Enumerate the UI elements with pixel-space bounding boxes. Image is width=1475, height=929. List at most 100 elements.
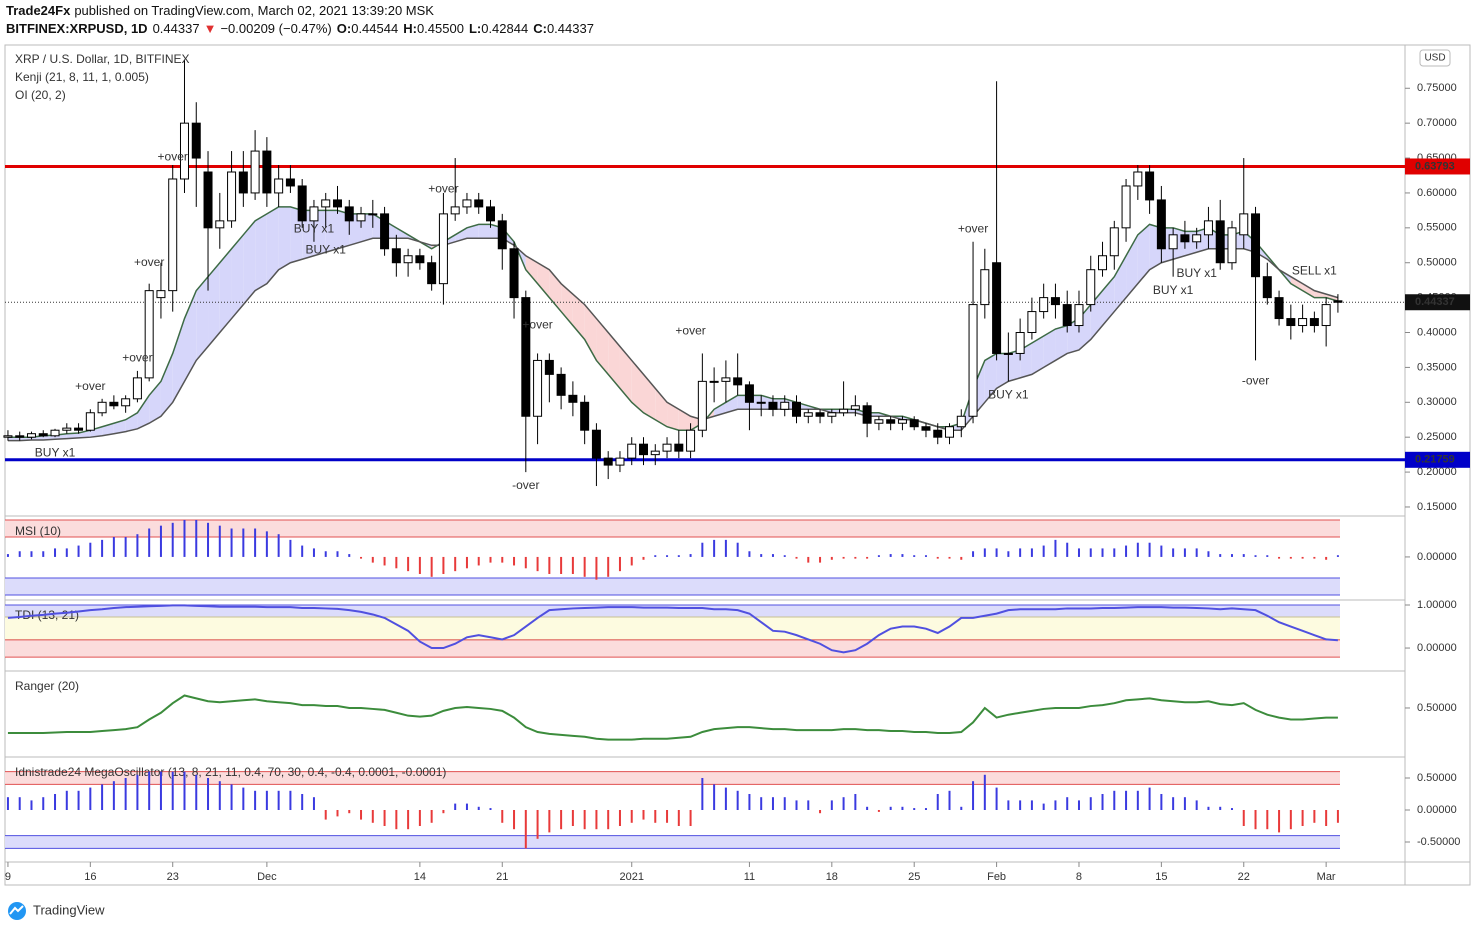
candle-body bbox=[803, 412, 813, 417]
hist-bar bbox=[6, 797, 9, 810]
hist-bar bbox=[666, 809, 669, 823]
hist-bar bbox=[1089, 548, 1092, 557]
hist-bar bbox=[524, 556, 527, 569]
hist-bar bbox=[418, 809, 421, 826]
candle-body bbox=[556, 373, 566, 396]
hist-bar bbox=[195, 519, 198, 557]
hist-bar bbox=[465, 803, 468, 810]
hist-bar bbox=[183, 771, 186, 810]
candle-body bbox=[215, 220, 225, 229]
candle-body bbox=[1027, 311, 1037, 334]
hist-bar bbox=[1219, 806, 1222, 810]
currency: USD bbox=[1424, 53, 1445, 64]
arrow: ▼ bbox=[204, 21, 217, 36]
candle-body bbox=[144, 290, 154, 379]
hist-bar bbox=[771, 554, 774, 557]
cloud-fill bbox=[7, 437, 20, 441]
hist-bar bbox=[418, 556, 421, 574]
hist-bar bbox=[1113, 790, 1116, 810]
y-tick-label: 0.55000 bbox=[1417, 222, 1457, 234]
candle-body bbox=[1203, 220, 1213, 236]
hist-bar bbox=[101, 784, 104, 810]
cloud-fill bbox=[1137, 224, 1150, 284]
signal-label: -over bbox=[1242, 374, 1269, 388]
currency-badge[interactable] bbox=[1419, 49, 1451, 67]
candle-body bbox=[191, 122, 201, 159]
cloud-fill bbox=[466, 224, 479, 239]
hist-bar bbox=[1019, 800, 1022, 810]
candle-body bbox=[38, 433, 48, 437]
hist-bar bbox=[218, 525, 221, 557]
candle-body bbox=[709, 380, 719, 383]
hist-bar bbox=[642, 809, 645, 820]
hist-bar bbox=[454, 556, 457, 572]
hist-bar bbox=[913, 808, 916, 810]
hist-bar bbox=[18, 797, 21, 810]
candle-body bbox=[544, 359, 554, 375]
candle-body bbox=[862, 405, 872, 424]
y-tick-label: 0.75000 bbox=[1417, 82, 1457, 94]
close: 0.44337 bbox=[547, 21, 594, 36]
symbol: BITFINEX:XRPUSD, 1D bbox=[6, 21, 148, 36]
candle-body bbox=[815, 412, 825, 417]
hist-bar bbox=[548, 809, 551, 833]
indicator-label: OI (20, 2) bbox=[15, 88, 66, 102]
tv-logo bbox=[8, 902, 26, 920]
hist-bar bbox=[65, 548, 68, 557]
y-tick-label: 0.00000 bbox=[1417, 551, 1457, 563]
candle-body bbox=[121, 398, 131, 407]
hist-bar bbox=[1207, 806, 1210, 810]
x-tick-label: 18 bbox=[826, 871, 838, 883]
candle-body bbox=[1215, 220, 1225, 264]
candle-body bbox=[1192, 234, 1202, 243]
hist-bar bbox=[1254, 555, 1257, 557]
hist-bar bbox=[30, 551, 33, 557]
hist-bar bbox=[442, 809, 445, 814]
level-tag bbox=[1405, 158, 1470, 175]
hist-bar bbox=[877, 809, 880, 812]
cloud-fill bbox=[1314, 290, 1327, 298]
hist-bar bbox=[171, 522, 174, 557]
signal-label: BUY x1 bbox=[1153, 283, 1194, 297]
candle-body bbox=[1286, 318, 1296, 327]
candle-body bbox=[97, 401, 107, 414]
hist-bar bbox=[1266, 555, 1269, 557]
hist-bar bbox=[866, 556, 869, 559]
hist-bar bbox=[913, 555, 916, 557]
candle-body bbox=[650, 450, 660, 456]
candle-body bbox=[721, 377, 731, 382]
candle-body bbox=[1003, 352, 1013, 355]
hist-bar bbox=[371, 556, 374, 563]
hist-bar bbox=[783, 555, 786, 557]
hist-bar bbox=[1301, 809, 1304, 826]
signal-label: BUY x1 bbox=[305, 242, 346, 256]
hist-bar bbox=[159, 771, 162, 810]
hist-bar bbox=[371, 809, 374, 823]
y-tick-label: 0.30000 bbox=[1417, 396, 1457, 408]
hist-bar bbox=[1066, 797, 1069, 810]
hist-bar bbox=[112, 781, 115, 810]
hist-bar bbox=[948, 556, 951, 559]
hist-bar bbox=[218, 781, 221, 810]
hist-bar bbox=[1313, 809, 1316, 823]
hist-bar bbox=[677, 555, 680, 557]
candle-body bbox=[850, 405, 860, 410]
frame bbox=[4, 44, 1471, 886]
candle-body bbox=[26, 433, 36, 438]
candle-body bbox=[591, 429, 601, 459]
candle-body bbox=[1180, 234, 1190, 243]
hist-bar bbox=[830, 556, 833, 560]
hist-bar bbox=[783, 797, 786, 810]
hist-bar bbox=[607, 556, 610, 577]
signal-label: +over bbox=[134, 255, 164, 269]
hist-bar bbox=[477, 806, 480, 810]
high: 0.45500 bbox=[417, 21, 464, 36]
hist-bar bbox=[642, 556, 645, 560]
x-tick-label: 16 bbox=[84, 871, 96, 883]
candle-body bbox=[132, 377, 142, 400]
candle-body bbox=[1098, 255, 1108, 271]
cloud-fill bbox=[1326, 294, 1338, 302]
signal-label: +over bbox=[122, 351, 152, 365]
hist-bar bbox=[795, 800, 798, 810]
x-tick-label: 22 bbox=[1238, 871, 1250, 883]
